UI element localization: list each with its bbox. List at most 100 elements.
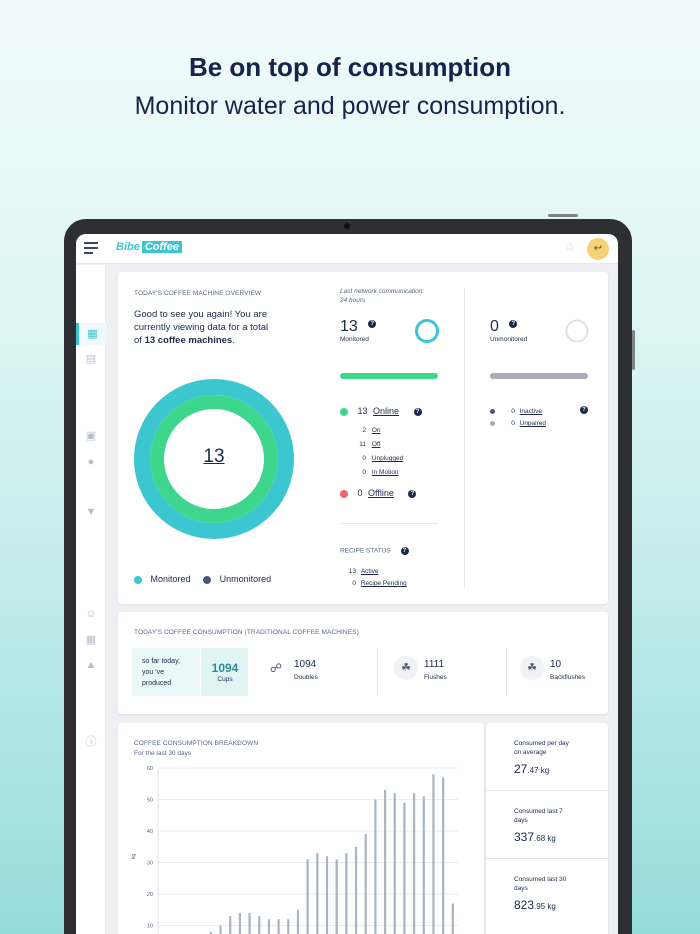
off-row: 11 Off [354, 438, 403, 452]
chart-bar[interactable] [442, 777, 445, 934]
chart-bar[interactable] [238, 912, 242, 934]
help-icon[interactable]: ? [509, 320, 518, 328]
chart-bar[interactable] [403, 802, 406, 934]
chart-bar[interactable] [432, 774, 435, 934]
chart-bar[interactable] [413, 793, 416, 934]
tablet-camera [344, 223, 350, 229]
tablet-side-button [632, 330, 635, 370]
menu-icon[interactable] [84, 242, 98, 254]
unplugged-link[interactable]: Unplugged [371, 455, 404, 462]
bell-icon[interactable]: ♤ [565, 242, 575, 254]
y-tick-label: 60 [147, 766, 153, 772]
produced-box: so far today, you 've produced 1094 Cups [132, 648, 248, 696]
unpaired-dot [490, 420, 495, 426]
unmonitored-count: 0 ? [490, 318, 518, 336]
unmonitored-breakdown: 0 Inactive 0 Unpaired [490, 406, 546, 430]
chart-bar[interactable] [219, 925, 222, 934]
chart-bar[interactable] [354, 846, 358, 934]
inactive-link[interactable]: Inactive [519, 408, 543, 415]
recipe-status: 13 Active 0 Recipe Pending [340, 566, 407, 590]
support-icon[interactable]: ☺ [85, 608, 97, 620]
breakdown-card: COFFEE CONSUMPTION BREAKDOWN For the las… [118, 723, 484, 934]
help-icon[interactable]: ? [580, 406, 588, 414]
stat-avg-dec: .47 kg [527, 766, 550, 775]
stats-card: Consumed per day on average 27.47 kg Con… [486, 723, 608, 934]
logo[interactable]: Bibe Coffee [116, 241, 182, 253]
location-icon[interactable]: ● [87, 456, 95, 468]
chart-bar[interactable] [306, 859, 309, 934]
online-link[interactable]: Online [373, 406, 400, 416]
chart-bar[interactable] [393, 793, 396, 934]
help-icon[interactable]: ⓘ [85, 736, 97, 748]
produced-line2: you 've [142, 669, 164, 676]
stat-avg-label: Consumed per day on average [514, 739, 569, 757]
report-icon[interactable]: ▦ [85, 634, 97, 646]
chart-bar[interactable] [248, 912, 251, 934]
sidebar: ▦ ▤ ▣ ● ▼ ☺ ▦ ▲ ⓘ [76, 265, 106, 934]
breakdown-subtitle: For the last 30 days [134, 750, 192, 757]
chart-bar[interactable] [383, 790, 387, 934]
y-tick-label: 30 [147, 861, 153, 867]
on-link[interactable]: On [371, 427, 381, 434]
cups-box: 1094 Cups [200, 648, 248, 696]
chart-bar[interactable] [374, 799, 377, 934]
help-icon[interactable]: ? [400, 547, 409, 555]
recipe-pending-count: 0 [352, 580, 356, 587]
chart-bar[interactable] [451, 903, 454, 934]
chart-bar[interactable] [229, 916, 232, 934]
last-communication: Last network communication: 24 hours [340, 287, 424, 305]
consumption-card: TODAY'S COFFEE CONSUMPTION (TRADITIONAL … [118, 612, 608, 714]
help-icon[interactable]: ? [408, 489, 417, 498]
monitored-label: Monitored [340, 336, 369, 343]
chart-bar[interactable] [345, 853, 348, 934]
chart-bar[interactable] [325, 856, 329, 934]
stat-30days-int: 823 [514, 898, 535, 912]
doubles-icon: ☍ [269, 661, 283, 675]
monitored-progress-bar [340, 373, 438, 379]
off-link[interactable]: Off [371, 441, 381, 448]
stat-7days-label2: days [514, 817, 528, 824]
recipe-pending-link[interactable]: Recipe Pending [360, 580, 407, 587]
donut-total[interactable]: 13 [203, 446, 225, 467]
on-row: 2 On [354, 424, 403, 438]
chart-bar[interactable] [287, 919, 290, 934]
chart-bar[interactable] [209, 931, 212, 934]
unpaired-link[interactable]: Unpaired [519, 420, 547, 427]
user-exit-icon[interactable]: ↩ [587, 238, 609, 260]
help-icon[interactable]: ? [368, 320, 377, 328]
chart-bar[interactable] [258, 916, 261, 934]
document-icon[interactable]: ▤ [85, 353, 97, 365]
stat-7days-label: Consumed last 7 days [514, 807, 563, 825]
chart-bar[interactable] [277, 919, 280, 934]
dashboard-icon[interactable]: ▦ [76, 323, 106, 345]
chart-bar[interactable] [267, 919, 271, 934]
inmotion-count: 0 [362, 469, 366, 476]
stat-7days-value: 337.68 kg [514, 828, 556, 846]
notification-icon[interactable]: ▲ [85, 659, 97, 671]
on-count: 2 [362, 427, 366, 434]
stat-30days: Consumed last 30 days 823.95 kg [486, 859, 608, 927]
consumption-title: TODAY'S COFFEE CONSUMPTION (TRADITIONAL … [134, 629, 359, 636]
legend-unmonitored: Unmonitored [219, 574, 272, 584]
greeting-bold: 13 coffee machines [144, 335, 233, 346]
logo-part1: Bibe [116, 241, 140, 253]
greeting-suffix: . [232, 335, 235, 346]
chart-bar[interactable] [316, 853, 319, 934]
inmotion-link[interactable]: In Motion [371, 469, 399, 476]
cups-value: 1094 [211, 661, 239, 675]
help-icon[interactable]: ? [413, 407, 422, 416]
chart-bar[interactable] [422, 796, 425, 934]
chart-bar[interactable] [364, 834, 367, 934]
online-dot [340, 407, 348, 416]
chart-bar[interactable] [296, 909, 300, 934]
recipe-active-count: 13 [348, 568, 356, 575]
recipe-active-link[interactable]: Active [360, 568, 379, 575]
stat-avg-value: 27.47 kg [514, 760, 549, 778]
inmotion-row: 0 In Motion [354, 466, 403, 480]
chart-bar[interactable] [335, 859, 338, 934]
online-row: 13 Online ? [340, 406, 422, 416]
coffee-machine-icon[interactable]: ▼ [85, 506, 97, 518]
offline-link[interactable]: Offline [368, 488, 394, 498]
contact-icon[interactable]: ▣ [85, 430, 97, 442]
legend-monitored-dot [134, 575, 142, 584]
